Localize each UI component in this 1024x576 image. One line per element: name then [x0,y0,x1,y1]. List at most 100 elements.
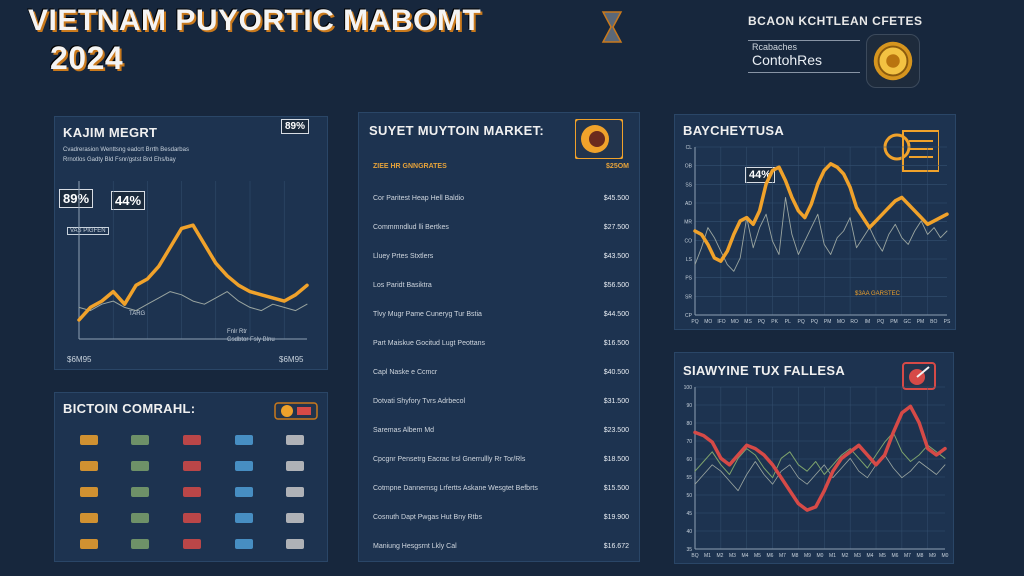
axis-tick-label: $6M95 [279,355,304,364]
company-logo-cell [269,453,321,479]
table-row: Tlvy Mugr Pame Cuneryg Tur Bstia $44.500 [373,311,629,318]
company-logo-icon [182,513,201,523]
series-line [693,162,949,263]
company-logo-icon [234,461,253,471]
x-tick-label: PQ [877,319,884,325]
row-label: Cpcgnr Pensetrg Eacrac Irsl Gnerrullly R… [373,456,526,463]
x-tick-label: M7 [904,553,911,559]
row-value: $43.500 [603,253,629,260]
x-tick-label: PS [944,319,951,325]
x-tick-label: PQ [811,319,818,325]
table-row: Commmndlud lli Bertkes $27.500 [373,224,629,231]
company-logo-icon [182,539,201,549]
x-tick-label: PM [890,319,898,325]
company-logo-cell [115,427,167,453]
row-label: Tlvy Mugr Pame Cuneryg Tur Bstia [373,311,482,318]
row-value: $23.500 [603,427,629,434]
row-value: $16.672 [603,543,629,550]
company-logo-cell [269,505,321,531]
chart-annotation: TARG [129,311,146,317]
row-label: Cotmpne Dannernsg Lrfertts Askane Wesgte… [373,485,538,492]
row-label: Capl Naske e Ccmcr [373,369,438,376]
company-logo-icon [234,513,253,523]
company-logo-grid [63,427,321,557]
company-logo-cell [63,453,115,479]
table-row: Lluey Prtes Stxtlers $43.500 [373,253,629,260]
company-logo-cell [218,453,270,479]
table-row: Dotvati Shyfory Tvrs Adrbecol $31.500 [373,398,629,405]
x-tick-label: PK [771,319,778,325]
x-tick-label: M7 [779,553,786,559]
x-tick-label: BO [930,319,937,325]
company-logo-cell [269,531,321,557]
row-label: Maniung Hesgsrnt Lkly Cal [373,543,457,550]
company-logo-icon [286,513,305,523]
table-row: Saremas Albem Md $23.500 [373,427,629,434]
kajim-chart-panel: KAJIM MEGRT 89% Cvadrerasion Wenttsng ea… [54,116,328,370]
table-header-label: ZIEE HR GNNGRATES [373,163,447,170]
company-logo-icon [79,513,98,523]
x-tick-label: M3 [729,553,736,559]
table-row: Cor Paritest Heap Hell Baldio $45.500 [373,195,629,202]
euro-badge-icon [883,130,939,172]
chart-annotation: Gsdbtor Fsly Blnu [227,337,275,343]
bictoin-grid-panel: BICTOIN COMRAHL: [54,392,328,562]
company-logo-cell [63,531,115,557]
y-tick-label: SR [685,294,692,300]
row-value: $15.500 [603,485,629,492]
hourglass-icon [601,11,623,43]
y-tick-label: CL [686,145,693,151]
x-tick-label: M4 [867,553,874,559]
x-tick-label: PL [785,319,791,325]
x-tick-label: PQ [758,319,765,325]
x-tick-label: M9 [804,553,811,559]
siawyine-chart-panel: SIAWYINE TUX FALLESA 100 90 80 70 60 55 50 45 40… [674,352,954,564]
x-tick-label: M2 [717,553,724,559]
series-line [694,454,946,492]
y-tick-label: 90 [686,403,692,409]
company-logo-icon [131,435,150,445]
x-tick-label: M1 [704,553,711,559]
company-logo-cell [63,479,115,505]
company-logo-icon [234,539,253,549]
x-tick-label: M5 [754,553,761,559]
company-logo-icon [79,539,98,549]
company-logo-cell [115,479,167,505]
y-tick-label: 45 [686,511,692,517]
row-value: $40.500 [603,369,629,376]
company-logo-cell [115,505,167,531]
company-logo-icon [182,435,201,445]
x-tick-label: MO [731,319,739,325]
company-logo-icon [234,487,253,497]
series-line [694,196,948,272]
table-row: Los Paridt Basiktra $56.500 [373,282,629,289]
row-value: $45.500 [603,195,629,202]
page-title-year: 2024 [50,40,124,76]
y-tick-label: 40 [686,529,692,535]
row-value: $18.500 [603,456,629,463]
company-logo-cell [218,427,270,453]
x-tick-label: IFO [717,319,725,325]
row-value: $19.900 [603,514,629,521]
chart-legend: $3AA GARSTEC [855,291,901,297]
percent-badge: 89% [59,189,94,208]
page-title: VIETNAM PUYORTIC MABOMT 2024 [28,6,481,76]
company-logo-cell [269,427,321,453]
y-tick-label: 100 [684,385,693,391]
x-tick-label: GC [903,319,911,325]
x-tick-label: M1 [829,553,836,559]
y-tick-label: SS [685,182,692,188]
x-tick-label: M2 [842,553,849,559]
x-tick-label: PQ [797,319,804,325]
series-line [694,431,946,479]
x-tick-label: BQ [691,553,698,559]
y-tick-label: PS [685,276,692,282]
company-logo-cell [218,531,270,557]
x-tick-label: M8 [792,553,799,559]
company-logo-icon [79,487,98,497]
company-logo-icon [131,539,150,549]
company-logo-cell [166,479,218,505]
company-logo-cell [218,479,270,505]
table-row: Cpcgnr Pensetrg Eacrac Irsl Gnerrullly R… [373,456,629,463]
